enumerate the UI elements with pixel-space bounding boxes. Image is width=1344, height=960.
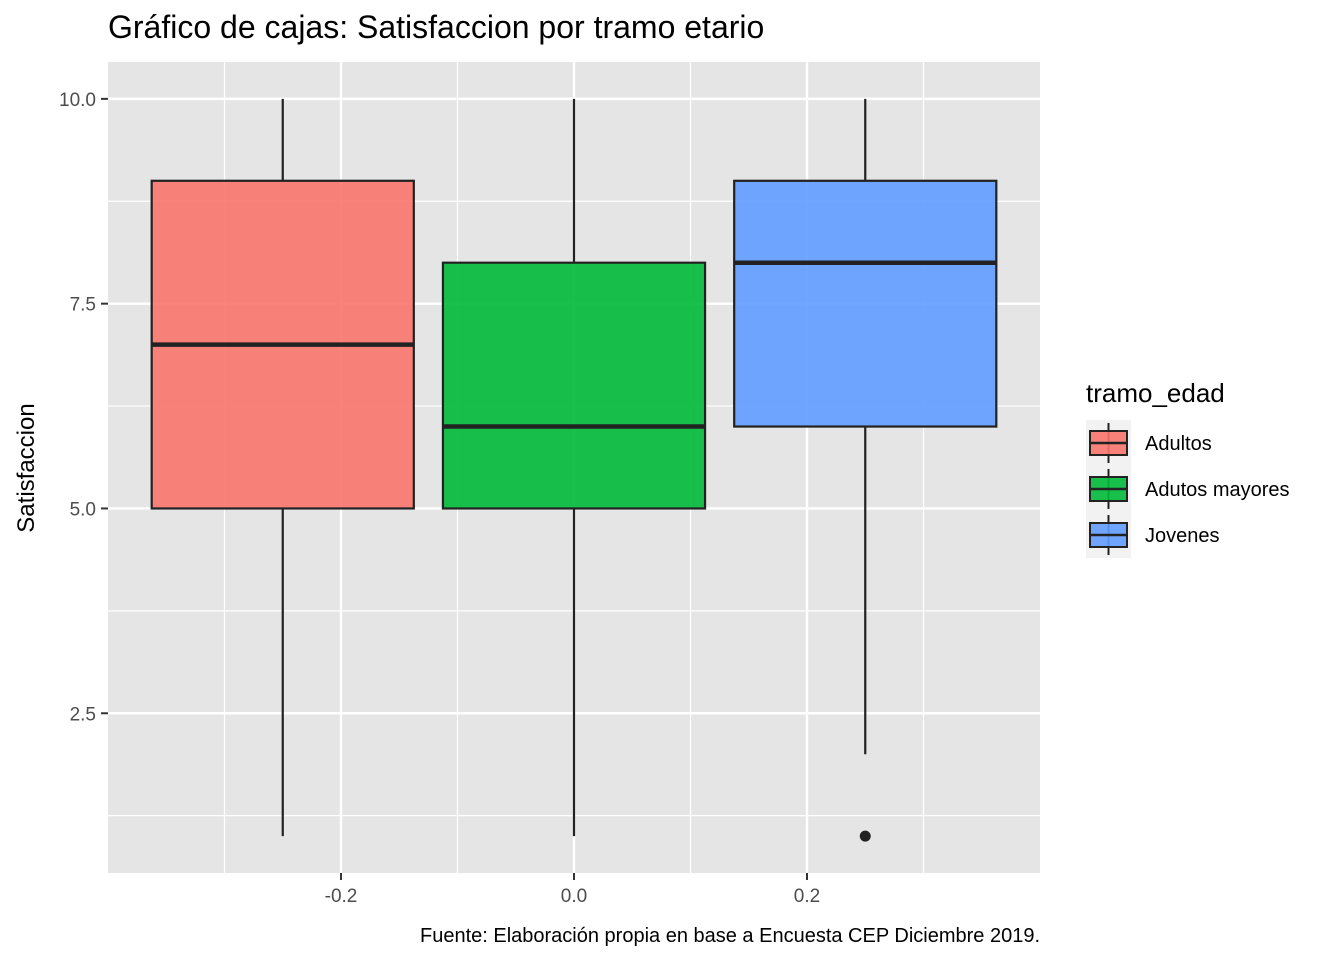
y-tick-label: 7.5 (70, 295, 96, 316)
y-tick-label: 5.0 (70, 499, 96, 520)
boxes (150, 98, 998, 842)
box-iqr (733, 179, 998, 428)
outlier-point (859, 830, 871, 842)
legend-label: Jovenes (1145, 525, 1220, 547)
axes: 2.5 5.0 7.5 10.0 -0.2 0.0 0.2 (59, 90, 820, 907)
legend: tramo_edad Adultos Adutos mayores Jovenes (1086, 378, 1290, 558)
x-tick-label: 0.0 (561, 886, 587, 907)
box-adutos-mayores (441, 98, 707, 837)
x-tick-label: -0.2 (325, 886, 358, 907)
box-adultos (150, 98, 415, 837)
chart-caption: Fuente: Elaboración propia en base a Enc… (420, 925, 1040, 947)
legend-label: Adutos mayores (1145, 479, 1290, 501)
y-tick-label: 2.5 (70, 704, 96, 725)
legend-item-adutos-mayores: Adutos mayores (1086, 466, 1290, 512)
chart-title: Gráfico de cajas: Satisfaccion por tramo… (108, 9, 764, 45)
legend-label: Adultos (1145, 433, 1212, 455)
legend-item-jovenes: Jovenes (1086, 512, 1220, 558)
box-jovenes (733, 98, 998, 842)
x-tick-label: 0.2 (794, 886, 820, 907)
legend-title: tramo_edad (1086, 378, 1225, 408)
legend-item-adultos: Adultos (1086, 420, 1212, 466)
y-tick-label: 10.0 (59, 90, 96, 111)
y-axis-title: Satisfaccion (13, 403, 40, 532)
box-iqr (441, 261, 707, 510)
